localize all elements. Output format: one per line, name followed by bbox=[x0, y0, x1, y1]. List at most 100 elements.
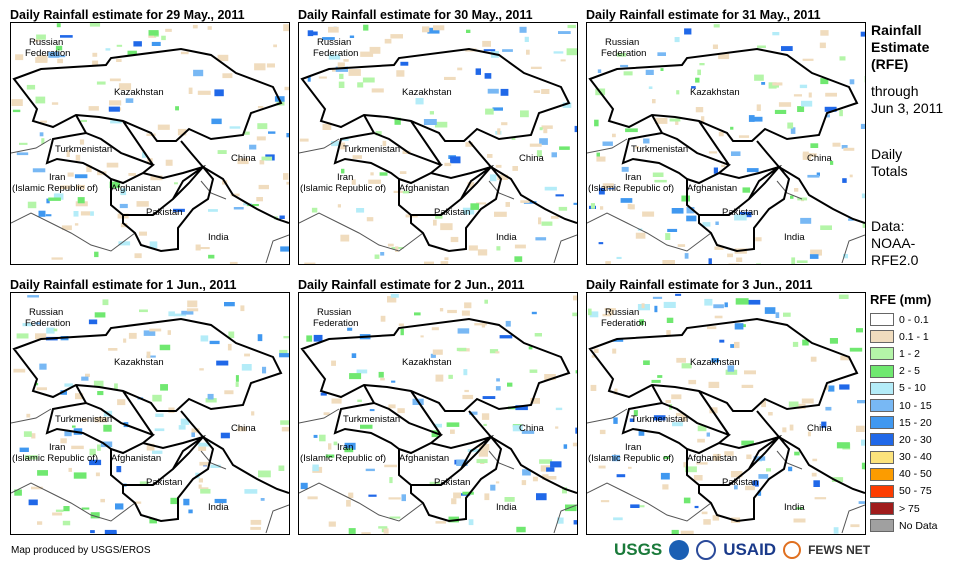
rain-cell bbox=[28, 499, 38, 506]
rain-cell bbox=[838, 294, 849, 299]
rain-cell bbox=[494, 211, 507, 217]
rain-cell bbox=[59, 185, 71, 190]
rain-cell bbox=[258, 470, 271, 478]
rain-cell bbox=[736, 257, 743, 262]
legend-swatch bbox=[870, 364, 894, 378]
rain-cell bbox=[522, 469, 531, 476]
rain-cell bbox=[635, 232, 646, 239]
rain-cell bbox=[420, 335, 424, 338]
rain-cell bbox=[529, 369, 538, 373]
rain-cell bbox=[790, 127, 796, 134]
rain-cell bbox=[616, 474, 626, 478]
rain-cell bbox=[701, 116, 705, 123]
rain-cell bbox=[311, 207, 318, 213]
rain-cell bbox=[695, 107, 704, 113]
rain-cell bbox=[523, 201, 537, 204]
rain-cell bbox=[75, 201, 88, 207]
rain-cell bbox=[157, 124, 170, 130]
rain-cell bbox=[76, 184, 85, 190]
rain-cell bbox=[72, 425, 76, 428]
rain-cell bbox=[379, 172, 388, 176]
rain-cell bbox=[60, 438, 67, 444]
rain-cell bbox=[608, 309, 614, 316]
rain-cell bbox=[435, 374, 444, 382]
rain-cell bbox=[482, 396, 496, 399]
rain-cell bbox=[427, 27, 440, 34]
rain-cell bbox=[399, 171, 407, 174]
rain-cell bbox=[323, 412, 330, 416]
rain-cell bbox=[808, 92, 812, 98]
rain-cell bbox=[675, 293, 682, 296]
rain-cell bbox=[605, 261, 611, 264]
rain-cell bbox=[415, 98, 424, 105]
legend-swatch bbox=[870, 330, 894, 344]
rain-cell bbox=[180, 418, 190, 425]
rain-cell bbox=[748, 299, 761, 305]
rain-cell bbox=[53, 328, 58, 332]
rain-cell bbox=[149, 241, 158, 249]
rain-cell bbox=[802, 339, 809, 346]
rain-cell bbox=[514, 256, 523, 262]
country-borders bbox=[588, 47, 865, 253]
rain-cell bbox=[224, 390, 234, 395]
rain-cell bbox=[829, 338, 838, 344]
rain-cell bbox=[801, 398, 814, 404]
rain-cell bbox=[228, 331, 235, 338]
rain-cell bbox=[307, 76, 311, 82]
rain-cell bbox=[167, 330, 171, 335]
rain-cell bbox=[251, 411, 255, 416]
rain-cell bbox=[553, 51, 564, 54]
country-label: Russian bbox=[605, 37, 640, 48]
rain-cell bbox=[200, 488, 211, 494]
rain-cell bbox=[451, 498, 457, 505]
rain-cell bbox=[604, 308, 616, 311]
legend-swatch bbox=[870, 519, 894, 533]
rain-cell bbox=[36, 387, 47, 391]
rain-cell bbox=[800, 217, 812, 224]
rain-cell bbox=[370, 172, 374, 176]
rain-cell bbox=[35, 96, 46, 104]
rain-cell bbox=[731, 151, 741, 156]
rain-cell bbox=[757, 45, 766, 48]
credit-text: Map produced by USGS/EROS bbox=[11, 545, 151, 556]
rain-cell bbox=[230, 193, 240, 197]
rain-cell bbox=[558, 206, 568, 211]
rain-cell bbox=[80, 211, 91, 216]
rain-cell bbox=[173, 313, 187, 317]
rain-cell bbox=[590, 384, 597, 391]
rain-cell bbox=[133, 41, 142, 47]
rain-cell bbox=[67, 172, 74, 177]
rain-cell bbox=[115, 503, 124, 510]
rain-cell bbox=[843, 254, 848, 259]
country-label: Pakistan bbox=[146, 207, 183, 218]
rain-cell bbox=[792, 341, 799, 347]
rain-cell bbox=[34, 39, 40, 42]
legend-swatch bbox=[870, 433, 894, 447]
rain-cell bbox=[210, 464, 221, 468]
rain-cell bbox=[616, 53, 627, 57]
rain-cell bbox=[699, 63, 705, 66]
country-label: Kazakhstan bbox=[690, 87, 740, 98]
rain-cell bbox=[217, 54, 229, 62]
rain-cell bbox=[155, 413, 164, 417]
rain-cell bbox=[641, 303, 645, 309]
panel-title: Daily Rainfall estimate for 29 May., 201… bbox=[10, 8, 245, 22]
rain-cell bbox=[365, 468, 375, 472]
rain-cell bbox=[560, 59, 566, 62]
data-label: Data: bbox=[871, 218, 905, 234]
rain-cell bbox=[714, 246, 724, 250]
panel-title: Daily Rainfall estimate for 3 Jun., 2011 bbox=[586, 278, 813, 292]
rain-cell bbox=[500, 88, 509, 96]
rain-cell bbox=[859, 427, 863, 432]
rain-cell bbox=[432, 349, 443, 355]
rain-cell bbox=[467, 182, 475, 188]
rain-cell bbox=[313, 334, 323, 342]
rain-cell bbox=[696, 462, 708, 465]
rain-cell bbox=[746, 454, 752, 460]
rain-cell bbox=[684, 253, 689, 259]
rain-cell bbox=[19, 447, 29, 452]
rain-cell bbox=[39, 132, 44, 137]
rain-cell bbox=[387, 243, 394, 247]
legend-label: 50 - 75 bbox=[899, 485, 932, 498]
rain-cell bbox=[300, 482, 308, 490]
